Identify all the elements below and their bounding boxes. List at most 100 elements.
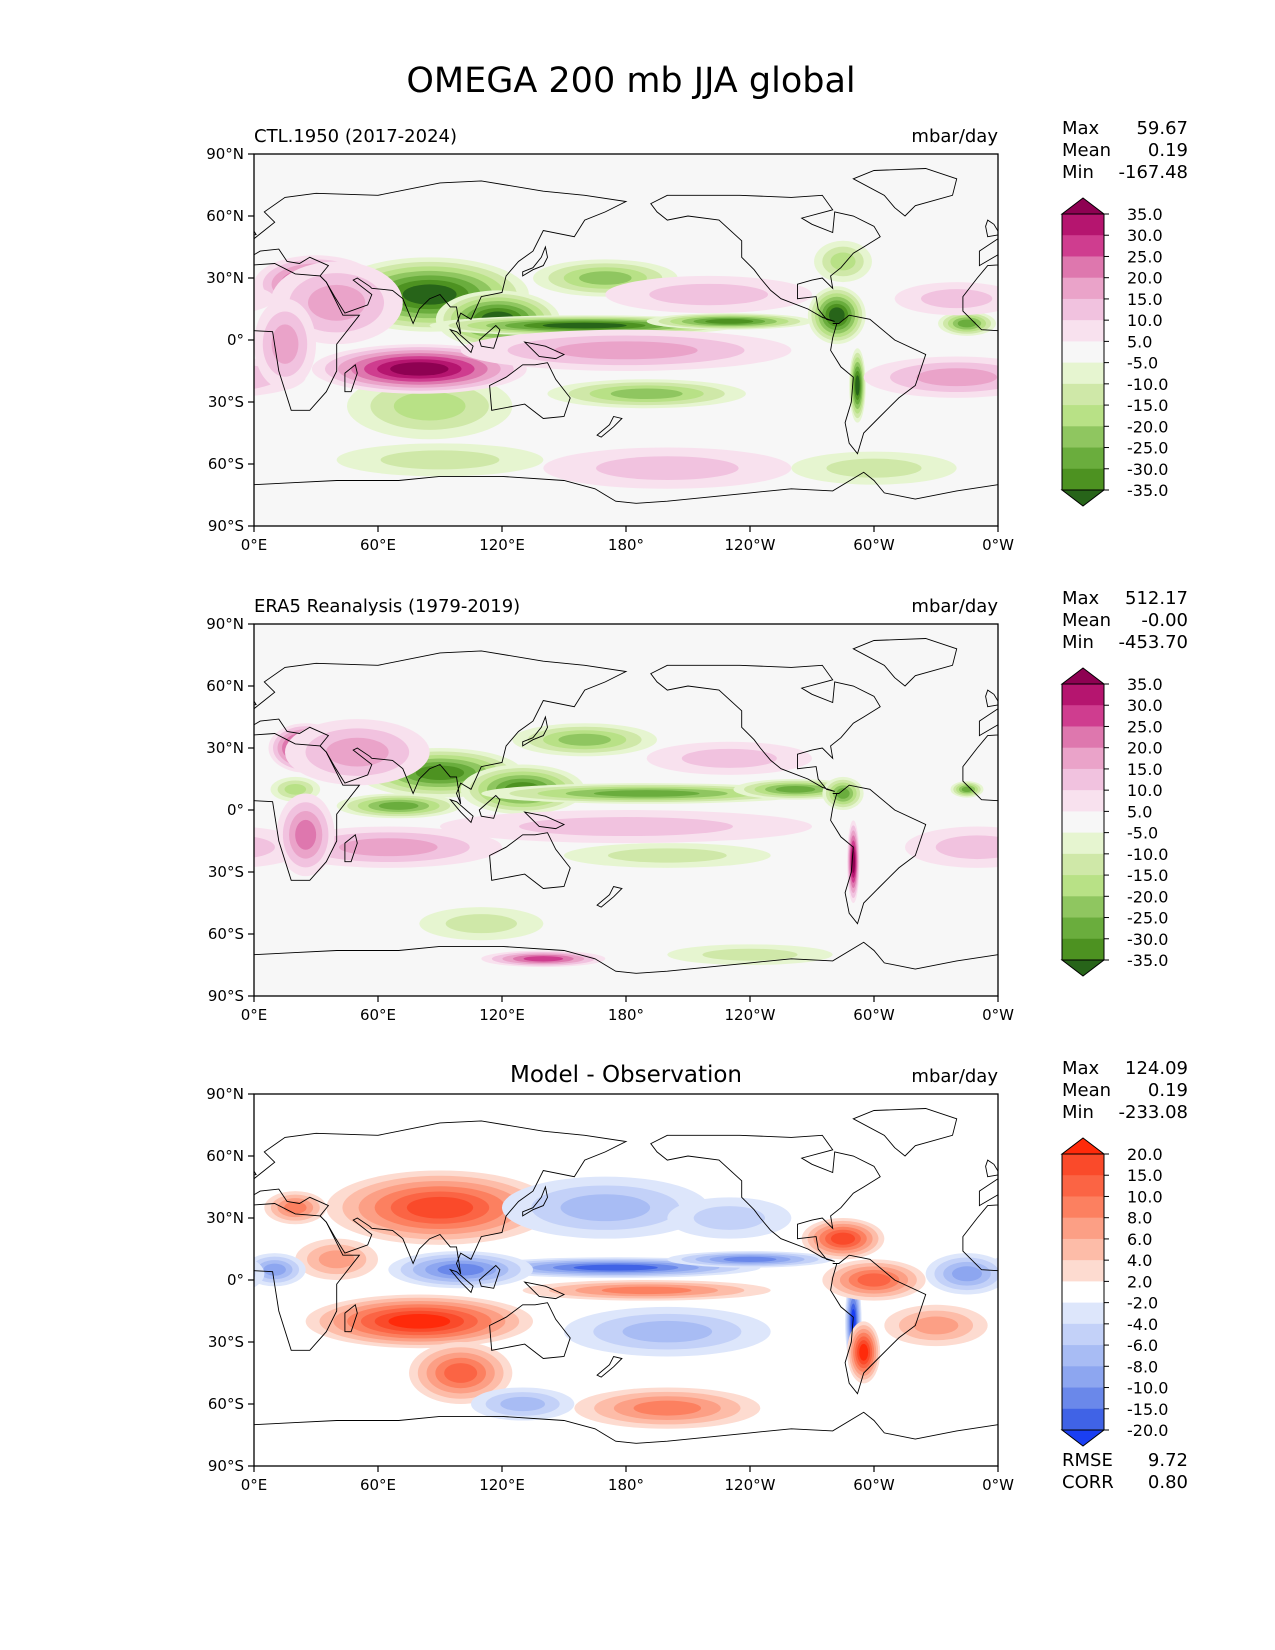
contour-19-3 [913, 1316, 959, 1335]
extra-stat-label: RMSE [1062, 1450, 1113, 1471]
colorbar-tick-label: -8.0 [1127, 1357, 1158, 1376]
colorbar-tick-label: -25.0 [1127, 909, 1168, 928]
x-tick-label: 120°W [725, 1476, 776, 1494]
colorbar-tick-label: 2.0 [1127, 1272, 1152, 1291]
contour-20-5 [523, 956, 564, 962]
colorbar-swatch [1062, 1154, 1104, 1176]
x-tick-label: 60°W [853, 1476, 895, 1494]
y-tick-label: 60°S [208, 455, 244, 473]
colorbar-tick-label: 25.0 [1127, 717, 1163, 736]
coastline-2 [489, 832, 571, 889]
figure-title: OMEGA 200 mb JJA global [406, 61, 855, 101]
colorbar-swatch [1062, 341, 1104, 364]
contour-9-4 [952, 1266, 982, 1282]
colorbar-tick-label: 4.0 [1127, 1251, 1152, 1270]
y-tick-label: 60°N [206, 677, 244, 695]
colorbar-tick-label: -4.0 [1127, 1315, 1158, 1334]
coastline-1 [254, 1120, 628, 1274]
colorbar-swatch [1062, 256, 1104, 279]
panel-model: 0°E 60°E 120°E 180° 120°W 60°W 0°W 90°N 60°N 30°N… [206, 118, 1188, 554]
contour-11-2 [380, 450, 500, 470]
colorbar-tick-label: -15.0 [1127, 1400, 1168, 1419]
coastline-antarctica [254, 1411, 998, 1444]
coastline-2 [489, 1302, 571, 1359]
coastline-8 [985, 1159, 998, 1178]
contour-7-5 [437, 1263, 484, 1276]
contour-20-2 [693, 1206, 765, 1230]
contour-9-2 [445, 914, 517, 934]
coastline-12 [523, 811, 566, 830]
y-tick-label: 60°N [206, 207, 244, 225]
colorbar-swatch [1062, 1175, 1104, 1197]
contour-13-7 [390, 362, 449, 376]
x-tick-label: 180° [608, 536, 644, 554]
coastline-4 [830, 314, 927, 455]
colorbar-frame [1061, 213, 1105, 491]
coastline-9 [596, 415, 623, 438]
colorbar-frame [1061, 683, 1105, 961]
contour-14-3 [622, 1320, 713, 1343]
colorbar-swatch [1062, 362, 1104, 385]
y-tick-label: 90°N [206, 615, 244, 633]
x-tick-label: 0°E [241, 1476, 268, 1494]
contour-10-2 [607, 848, 727, 863]
panel-left-title: ERA5 Reanalysis (1979-2019) [254, 596, 520, 617]
colorbar-tick-label: 6.0 [1127, 1230, 1152, 1249]
colorbar-tick-label: 30.0 [1127, 696, 1163, 715]
coastlines [254, 1108, 998, 1444]
coastline-10 [478, 794, 501, 819]
coastline-5 [852, 638, 958, 687]
colorbar-swatch [1062, 1196, 1104, 1219]
contour-8-3 [284, 783, 307, 795]
contour-7-4 [579, 271, 632, 285]
coastline-1 [254, 650, 628, 804]
contour-17-2 [681, 748, 777, 768]
coastline-antarctica [254, 941, 998, 974]
colorbar-swatch [1062, 853, 1104, 876]
colorbar-swatch [1062, 1366, 1104, 1389]
colorbar-tick-label: -15.0 [1127, 396, 1168, 415]
colorbar-swatch [1062, 383, 1104, 406]
contour-10-3 [393, 391, 466, 421]
stat-value: -233.08 [1119, 1102, 1188, 1123]
colorbar-swatch [1062, 1302, 1104, 1325]
colorbar-swatch [1062, 405, 1104, 427]
colorbar-tick-label: -5.0 [1127, 354, 1158, 373]
y-tick-label: 90°S [208, 1457, 244, 1475]
colorbar-swatch [1062, 684, 1104, 706]
x-tick-label: 120°E [479, 536, 525, 554]
x-tick-label: 60°E [360, 1476, 396, 1494]
contour-2-5 [593, 790, 700, 797]
colorbar-swatch [1062, 1387, 1104, 1410]
contour-3-3 [318, 1250, 355, 1269]
panel-left-title: CTL.1950 (2017-2024) [254, 126, 457, 147]
stat-value: 59.67 [1136, 118, 1188, 139]
colorbar-swatch [1062, 214, 1104, 236]
colorbar-tick-label: -35.0 [1127, 481, 1168, 500]
panel-units: mbar/day [911, 126, 998, 147]
colorbar-tick-label: 15.0 [1127, 290, 1163, 309]
colorbar-swatch [1062, 790, 1104, 812]
contour-19-4 [295, 819, 317, 850]
colorbar-tick-label: -20.0 [1127, 887, 1168, 906]
stats-block: Max 124.09 Mean 0.19 Min -233.08 RMSE 9.72 CORR 0… [1062, 1058, 1188, 1493]
stat-label: Mean [1062, 140, 1111, 161]
y-tick-label: 60°S [208, 1395, 244, 1413]
colorbar-tick-label: -20.0 [1127, 417, 1168, 436]
coastline-6 [344, 1304, 358, 1333]
panel-observation: 0°E 60°E 120°E 180° 120°W 60°W 0°W 90°N 60°N 30°N… [206, 588, 1188, 1024]
colorbar-tick-label: 20.0 [1127, 1145, 1163, 1164]
contour-0-6 [415, 765, 465, 781]
colorbar-swatch [1062, 811, 1104, 834]
x-tick-label: 60°W [853, 1006, 895, 1024]
colorbar-tick-label: -15.0 [1127, 866, 1168, 885]
extra-stat-value: 0.80 [1148, 1472, 1188, 1493]
x-tick-label: 0°E [241, 1006, 268, 1024]
colorbar-swatch [1062, 705, 1104, 727]
coastline-8 [985, 689, 998, 708]
stat-value: -0.00 [1141, 610, 1188, 631]
x-tick-label: 0°E [241, 536, 268, 554]
colorbar-tick-label: -5.0 [1127, 824, 1158, 843]
coastline-2 [489, 362, 571, 419]
coastline-7 [522, 1185, 548, 1217]
